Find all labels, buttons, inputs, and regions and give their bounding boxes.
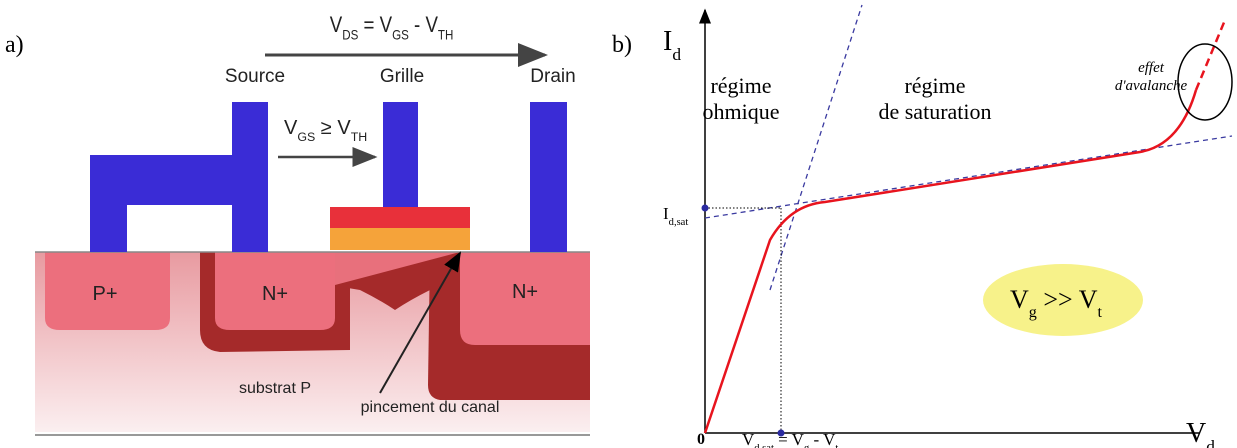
region-label: substrat P — [239, 380, 311, 397]
text-piece: V — [330, 14, 343, 38]
vds-equation: VDS = VGS - VTH — [330, 14, 454, 43]
subscript: GS — [297, 130, 315, 144]
text-piece: ≥ V — [315, 117, 351, 139]
subscript: TH — [351, 130, 368, 144]
annotation: effet — [1138, 60, 1165, 76]
idsat-label: Id,sat — [663, 204, 688, 228]
text-piece: - V — [409, 14, 438, 38]
axis-label: Id — [663, 26, 681, 64]
vgs-condition: VGS ≥ VTH — [284, 117, 367, 144]
subscript: d,sat — [669, 217, 689, 228]
ohmic-asymptote — [770, 5, 862, 290]
region-label: N+ — [512, 281, 538, 303]
text-piece: V — [1010, 285, 1029, 314]
region-label: de saturation — [878, 99, 991, 124]
subscript: g — [1029, 304, 1037, 321]
region-label: pincement du canal — [361, 399, 500, 416]
panel-label: b) — [612, 32, 632, 58]
terminal-label: Source — [225, 66, 285, 87]
subscript: GS — [392, 28, 409, 43]
text-piece: V — [742, 430, 755, 448]
subscript: d,sat — [754, 443, 774, 448]
axis-label: Vd — [1186, 418, 1215, 448]
terminal-label: Grille — [380, 66, 424, 87]
mosfet-cross-section — [35, 55, 590, 435]
region-label: régime — [710, 73, 771, 98]
text-piece: V — [1186, 418, 1206, 448]
subscript: TH — [438, 28, 453, 43]
region-label: ohmique — [703, 99, 780, 124]
drain-contact — [530, 102, 567, 252]
region-label: N+ — [262, 283, 288, 305]
gate-contact — [383, 102, 418, 208]
gate-oxide — [330, 228, 470, 250]
subscript: d — [1206, 437, 1215, 448]
annotation: d'avalanche — [1115, 78, 1188, 94]
page: {"panel_a": {"label": "a)", "vds_equatio… — [0, 0, 1237, 448]
text-piece: V — [284, 117, 298, 139]
origin-label: 0 — [697, 431, 705, 448]
idsat-dot — [702, 205, 709, 212]
text-piece: = V — [358, 14, 392, 38]
subscript: t — [835, 443, 838, 448]
text-piece: >> V — [1037, 285, 1098, 314]
subscript: t — [1097, 304, 1102, 321]
subscript: d — [672, 45, 681, 64]
subscript: DS — [342, 28, 358, 43]
terminal-label: Drain — [530, 66, 575, 87]
avalanche-curve — [1196, 20, 1225, 90]
source-metal — [90, 155, 268, 252]
text-piece: = V — [774, 430, 805, 448]
region-label: P+ — [92, 283, 117, 305]
text-piece: I — [663, 26, 672, 57]
panel-label: a) — [5, 32, 24, 58]
figure: a)VDS = VGS - VTHSourceGrilleDrainVGS ≥ … — [0, 0, 1237, 448]
source-contact — [232, 102, 268, 162]
text-piece: - V — [809, 430, 836, 448]
region-label: régime — [904, 73, 965, 98]
gate-electrode — [330, 207, 470, 228]
